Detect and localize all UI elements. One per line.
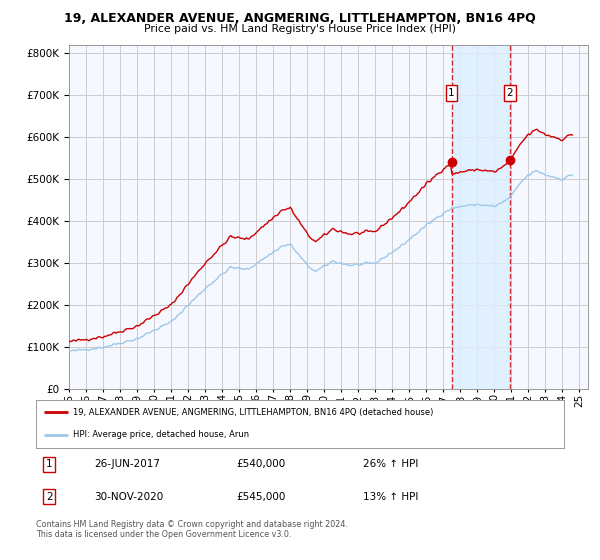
Text: 30-NOV-2020: 30-NOV-2020: [94, 492, 163, 502]
Text: 19, ALEXANDER AVENUE, ANGMERING, LITTLEHAMPTON, BN16 4PQ (detached house): 19, ALEXANDER AVENUE, ANGMERING, LITTLEH…: [73, 408, 433, 417]
Bar: [452, 45, 510, 389]
Text: 26-JUN-2017: 26-JUN-2017: [94, 459, 160, 469]
Text: 1: 1: [448, 88, 455, 98]
Text: 19, ALEXANDER AVENUE, ANGMERING, LITTLEHAMPTON, BN16 4PQ: 19, ALEXANDER AVENUE, ANGMERING, LITTLEH…: [64, 12, 536, 25]
Text: 2: 2: [46, 492, 53, 502]
Text: £545,000: £545,000: [236, 492, 286, 502]
Text: 2: 2: [506, 88, 513, 98]
Text: 13% ↑ HPI: 13% ↑ HPI: [364, 492, 419, 502]
Text: HPI: Average price, detached house, Arun: HPI: Average price, detached house, Arun: [73, 430, 249, 439]
Text: £540,000: £540,000: [236, 459, 286, 469]
Text: Price paid vs. HM Land Registry's House Price Index (HPI): Price paid vs. HM Land Registry's House …: [144, 24, 456, 34]
Text: 26% ↑ HPI: 26% ↑ HPI: [364, 459, 419, 469]
Text: Contains HM Land Registry data © Crown copyright and database right 2024.
This d: Contains HM Land Registry data © Crown c…: [36, 520, 348, 539]
Text: 1: 1: [46, 459, 53, 469]
